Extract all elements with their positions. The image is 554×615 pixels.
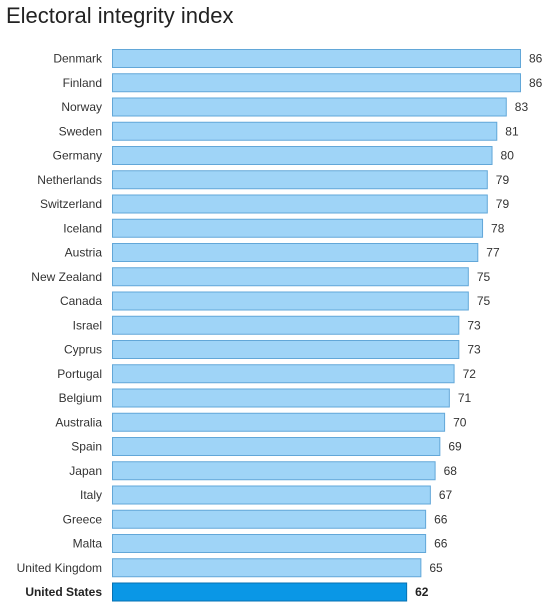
category-label-portugal: Portugal bbox=[57, 367, 102, 381]
bar-greece bbox=[112, 509, 427, 529]
bar-denmark bbox=[112, 49, 521, 68]
value-label-united-kingdom: 65 bbox=[429, 561, 443, 575]
value-label-norway: 83 bbox=[515, 100, 529, 114]
value-label-japan: 68 bbox=[444, 464, 458, 478]
value-label-new-zealand: 75 bbox=[477, 270, 491, 284]
bar-iceland bbox=[112, 218, 484, 238]
category-label-japan: Japan bbox=[69, 464, 102, 478]
value-label-cyprus: 73 bbox=[467, 343, 481, 357]
bar-australia bbox=[112, 412, 446, 432]
value-label-sweden: 81 bbox=[505, 124, 519, 138]
value-label-malta: 66 bbox=[434, 537, 448, 551]
category-label-switzerland: Switzerland bbox=[40, 197, 102, 211]
category-label-belgium: Belgium bbox=[59, 391, 102, 405]
bar-switzerland bbox=[112, 194, 488, 214]
bar-united-states bbox=[112, 582, 408, 602]
value-label-australia: 70 bbox=[453, 415, 467, 429]
category-label-greece: Greece bbox=[63, 512, 103, 526]
value-label-denmark: 86 bbox=[529, 52, 543, 66]
bar-austria bbox=[112, 243, 479, 262]
value-label-iceland: 78 bbox=[491, 221, 505, 235]
value-label-austria: 77 bbox=[486, 246, 500, 260]
value-label-germany: 80 bbox=[501, 149, 515, 163]
value-label-netherlands: 79 bbox=[496, 173, 510, 187]
value-label-belgium: 71 bbox=[458, 391, 472, 405]
bar-netherlands bbox=[112, 170, 488, 190]
category-label-denmark: Denmark bbox=[53, 52, 103, 66]
category-label-sweden: Sweden bbox=[59, 124, 102, 138]
bar-sweden bbox=[112, 121, 498, 141]
bar-malta bbox=[112, 534, 427, 553]
category-label-malta: Malta bbox=[73, 537, 103, 551]
category-label-united-states: United States bbox=[25, 585, 102, 599]
bar-united-kingdom bbox=[112, 558, 422, 578]
category-label-austria: Austria bbox=[65, 246, 103, 260]
bar-portugal bbox=[112, 364, 455, 384]
bar-germany bbox=[112, 146, 493, 165]
chart-title: Electoral integrity index bbox=[6, 3, 234, 28]
category-label-netherlands: Netherlands bbox=[37, 173, 102, 187]
value-label-greece: 66 bbox=[434, 512, 448, 526]
bar-norway bbox=[112, 97, 507, 117]
value-label-canada: 75 bbox=[477, 294, 491, 308]
category-label-spain: Spain bbox=[71, 440, 102, 454]
bar-japan bbox=[112, 461, 436, 481]
value-label-united-states: 62 bbox=[415, 585, 429, 599]
category-label-iceland: Iceland bbox=[63, 221, 102, 235]
value-label-switzerland: 79 bbox=[496, 197, 510, 211]
bar-israel bbox=[112, 315, 460, 335]
bar-italy bbox=[112, 485, 431, 505]
category-label-israel: Israel bbox=[73, 318, 102, 332]
category-label-cyprus: Cyprus bbox=[64, 343, 102, 357]
bar-belgium bbox=[112, 388, 450, 408]
value-label-spain: 69 bbox=[448, 440, 462, 454]
bar-new-zealand bbox=[112, 267, 469, 287]
category-label-norway: Norway bbox=[61, 100, 102, 114]
category-label-new-zealand: New Zealand bbox=[31, 270, 102, 284]
bar-finland bbox=[112, 73, 521, 93]
category-label-italy: Italy bbox=[80, 488, 102, 502]
bar-canada bbox=[112, 291, 469, 311]
category-label-finland: Finland bbox=[63, 76, 102, 90]
bar-spain bbox=[112, 437, 441, 456]
value-label-italy: 67 bbox=[439, 488, 453, 502]
category-label-united-kingdom: United Kingdom bbox=[17, 561, 102, 575]
category-label-australia: Australia bbox=[55, 415, 102, 429]
value-label-finland: 86 bbox=[529, 76, 543, 90]
bar-cyprus bbox=[112, 340, 460, 359]
value-label-israel: 73 bbox=[467, 318, 481, 332]
category-label-canada: Canada bbox=[60, 294, 102, 308]
category-label-germany: Germany bbox=[53, 149, 102, 163]
value-label-portugal: 72 bbox=[463, 367, 477, 381]
